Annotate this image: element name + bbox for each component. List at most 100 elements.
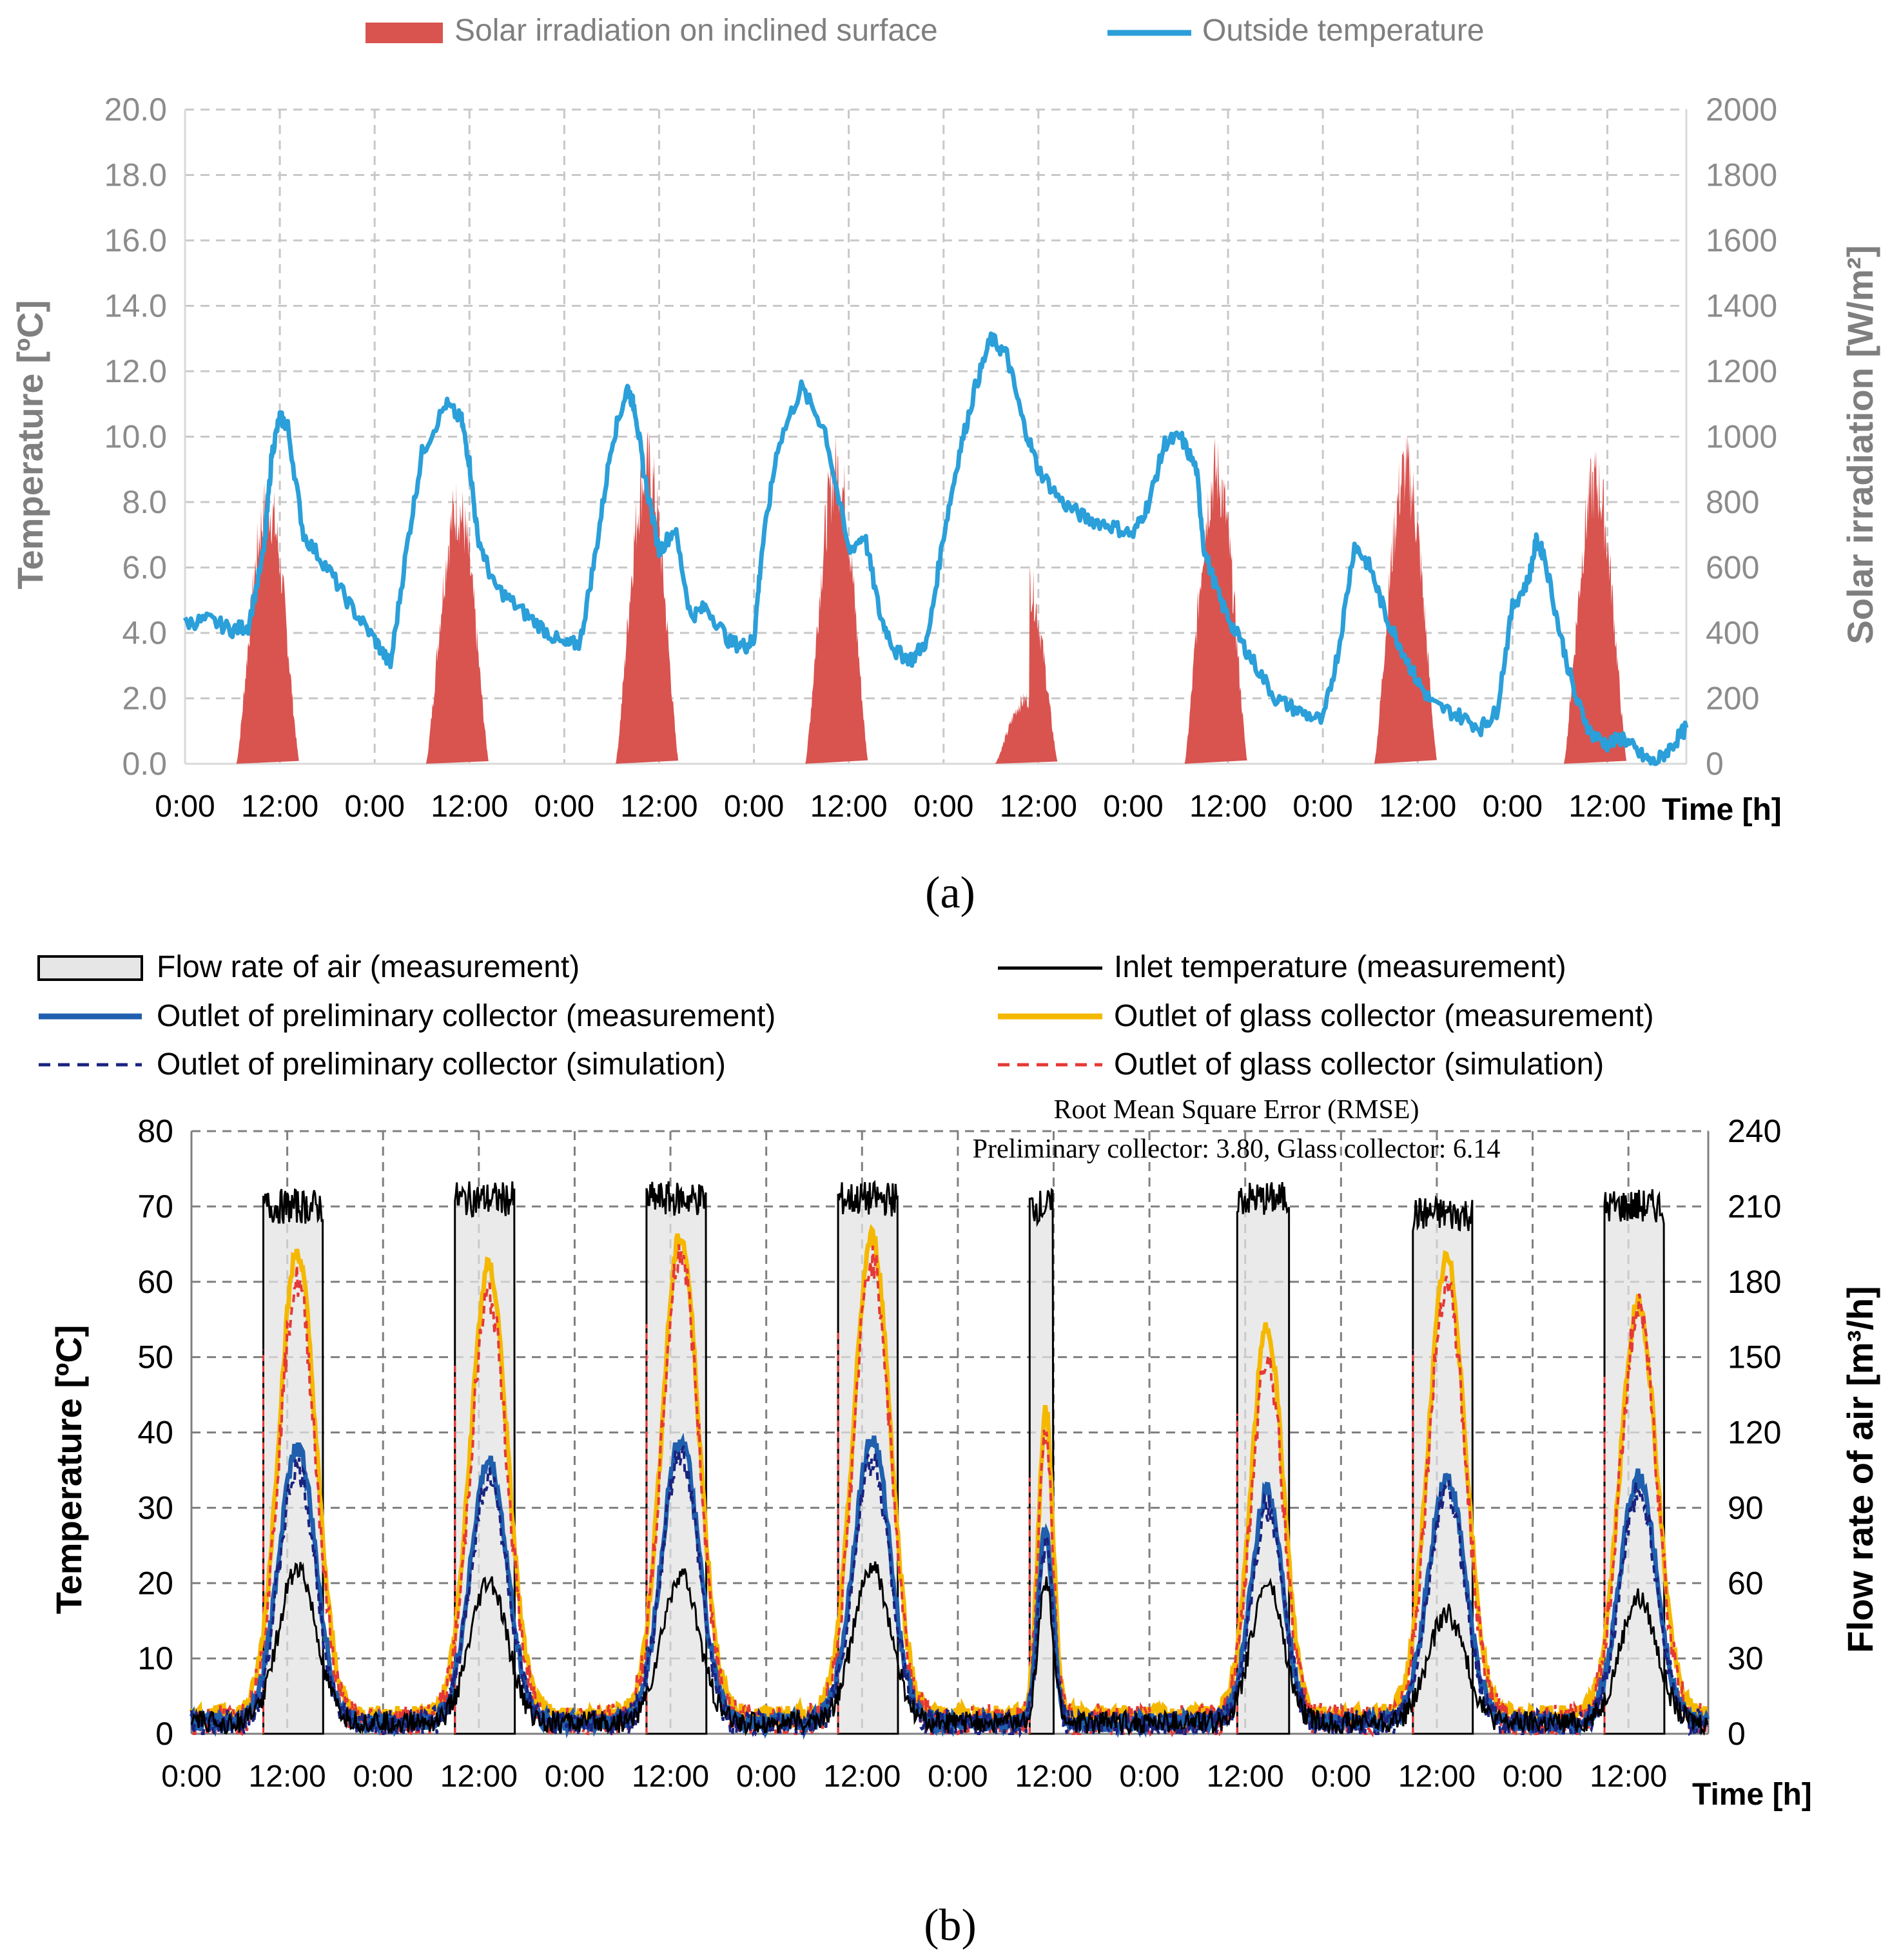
xtick-label: 12:00 — [632, 1760, 709, 1794]
xtick-label: 0:00 — [155, 790, 215, 824]
glass-meas-line — [189, 1224, 1710, 1732]
rmse-values: Preliminary collector: 3.80, Glass colle… — [973, 1134, 1501, 1164]
legend-a-temp-label: Outside temperature — [1202, 14, 1485, 48]
rmse-title: Root Mean Square Error (RMSE) — [1054, 1095, 1419, 1125]
ytick-right-label: 60 — [1728, 1565, 1764, 1601]
ytick-right-label: 600 — [1706, 550, 1759, 586]
prelim-sim-line — [190, 1445, 1709, 1738]
panel-b-xlabel: Time [h] — [1692, 1778, 1812, 1812]
ytick-right-label: 240 — [1728, 1113, 1781, 1149]
xtick-label: 0:00 — [1292, 790, 1352, 824]
xtick-label: 0:00 — [724, 790, 784, 824]
solar-bar-day — [236, 482, 299, 764]
legend-b-prelim-sim-label: Outlet of preliminary collector (simulat… — [157, 1047, 726, 1082]
legend-a: Solar irradiation on inclined surface Ou… — [366, 14, 1485, 48]
xtick-label: 0:00 — [545, 1760, 605, 1794]
ytick-right-label: 30 — [1728, 1640, 1764, 1676]
xtick-label: 0:00 — [736, 1760, 796, 1794]
xtick-label: 0:00 — [353, 1760, 413, 1794]
ytick-right-label: 180 — [1728, 1264, 1781, 1300]
solar-bar-day — [616, 431, 679, 764]
ytick-left-label: 60 — [137, 1264, 173, 1300]
panel-a-ylabel-left: Temperature [ºC] — [10, 300, 50, 590]
xtick-label: 12:00 — [431, 790, 508, 824]
panel-a-ylabel-right: Solar irradiation [W/m²] — [1840, 245, 1880, 644]
xtick-label: 0:00 — [1311, 1760, 1371, 1794]
panel-b-caption: (b) — [924, 1901, 977, 1950]
xtick-label: 12:00 — [249, 1760, 326, 1794]
ytick-left-label: 50 — [137, 1339, 173, 1375]
ytick-left-label: 70 — [137, 1189, 173, 1225]
ytick-left-label: 6.0 — [122, 550, 167, 586]
legend-b: Flow rate of air (measurement) Inlet tem… — [37, 950, 1654, 1082]
ytick-right-label: 800 — [1706, 484, 1759, 520]
ytick-right-label: 2000 — [1706, 92, 1777, 128]
outside-temperature-line — [182, 331, 1689, 766]
legend-b-prelim-meas-label: Outlet of preliminary collector (measure… — [157, 999, 775, 1033]
ytick-right-label: 150 — [1728, 1339, 1781, 1375]
ytick-right-label: 120 — [1728, 1415, 1781, 1451]
xtick-label: 12:00 — [1379, 790, 1456, 824]
ytick-right-label: 210 — [1728, 1189, 1781, 1225]
ytick-left-label: 12.0 — [104, 353, 167, 389]
ytick-left-label: 80 — [137, 1113, 173, 1149]
xtick-label: 12:00 — [1398, 1760, 1476, 1794]
ytick-right-label: 1200 — [1706, 353, 1777, 389]
panel-b-plot: 0 0 10 30 20 60 30 90 40 120 50 150 60 180 70 210 80 240 0… — [137, 1113, 1781, 1794]
ytick-left-label: 8.0 — [122, 484, 167, 520]
inlet-temperature-line — [190, 1561, 1709, 1736]
panel-a-xlabel: Time [h] — [1662, 793, 1782, 827]
xtick-label: 12:00 — [1568, 790, 1646, 824]
xtick-label: 12:00 — [1207, 1760, 1284, 1794]
xtick-label: 0:00 — [534, 790, 594, 824]
ytick-left-label: 40 — [137, 1415, 173, 1451]
solar-bar-day — [805, 435, 868, 764]
ytick-right-label: 400 — [1706, 615, 1759, 651]
ytick-left-label: 10.0 — [104, 419, 167, 455]
legend-b-glass-meas-label: Outlet of glass collector (measurement) — [1114, 999, 1654, 1033]
ytick-left-label: 4.0 — [122, 615, 167, 651]
ytick-right-label: 90 — [1728, 1489, 1764, 1526]
solar-bar-day — [425, 481, 489, 764]
xtick-label: 12:00 — [620, 790, 697, 824]
panel-b-ylabel-left: Temperature [ºC] — [48, 1325, 89, 1615]
xtick-label: 12:00 — [1000, 790, 1077, 824]
ytick-left-label: 16.0 — [104, 222, 167, 258]
xtick-label: 12:00 — [810, 790, 888, 824]
ytick-left-label: 20 — [137, 1565, 173, 1601]
ytick-left-label: 14.0 — [104, 288, 167, 324]
ytick-right-label: 200 — [1706, 681, 1759, 717]
xtick-label: 12:00 — [823, 1760, 901, 1794]
panel-a-caption: (a) — [925, 868, 975, 918]
ytick-right-label: 0 — [1728, 1716, 1746, 1752]
ytick-left-label: 18.0 — [104, 157, 167, 193]
solar-bar-day — [1184, 438, 1247, 764]
legend-b-inlet-label: Inlet temperature (measurement) — [1114, 950, 1566, 984]
xtick-label: 0:00 — [161, 1760, 221, 1794]
ytick-left-label: 10 — [137, 1640, 173, 1676]
legend-b-flow-label: Flow rate of air (measurement) — [157, 950, 580, 984]
ytick-left-label: 20.0 — [104, 92, 167, 128]
ytick-left-label: 2.0 — [122, 681, 167, 717]
xtick-label: 0:00 — [1103, 790, 1163, 824]
xtick-label: 0:00 — [1483, 790, 1543, 824]
legend-b-flow-swatch — [37, 955, 143, 981]
ytick-right-label: 1400 — [1706, 288, 1777, 324]
xtick-label: 0:00 — [344, 790, 404, 824]
xtick-label: 0:00 — [913, 790, 973, 824]
xtick-label: 12:00 — [241, 790, 318, 824]
solar-bar-day — [1564, 450, 1627, 764]
xtick-label: 12:00 — [1189, 790, 1267, 824]
ytick-left-label: 0.0 — [122, 746, 167, 782]
xtick-label: 12:00 — [440, 1760, 518, 1794]
legend-a-solar-label: Solar irradiation on inclined surface — [454, 14, 938, 48]
solar-bar-day — [995, 564, 1058, 764]
xtick-label: 0:00 — [928, 1760, 988, 1794]
glass-sim-line — [190, 1244, 1709, 1739]
ytick-right-label: 1800 — [1706, 157, 1777, 193]
ytick-right-label: 0 — [1706, 746, 1724, 782]
panel-b-ylabel-right: Flow rate of air [m³/h] — [1840, 1286, 1880, 1653]
ytick-left-label: 0 — [155, 1716, 173, 1752]
ytick-left-label: 30 — [137, 1489, 173, 1526]
